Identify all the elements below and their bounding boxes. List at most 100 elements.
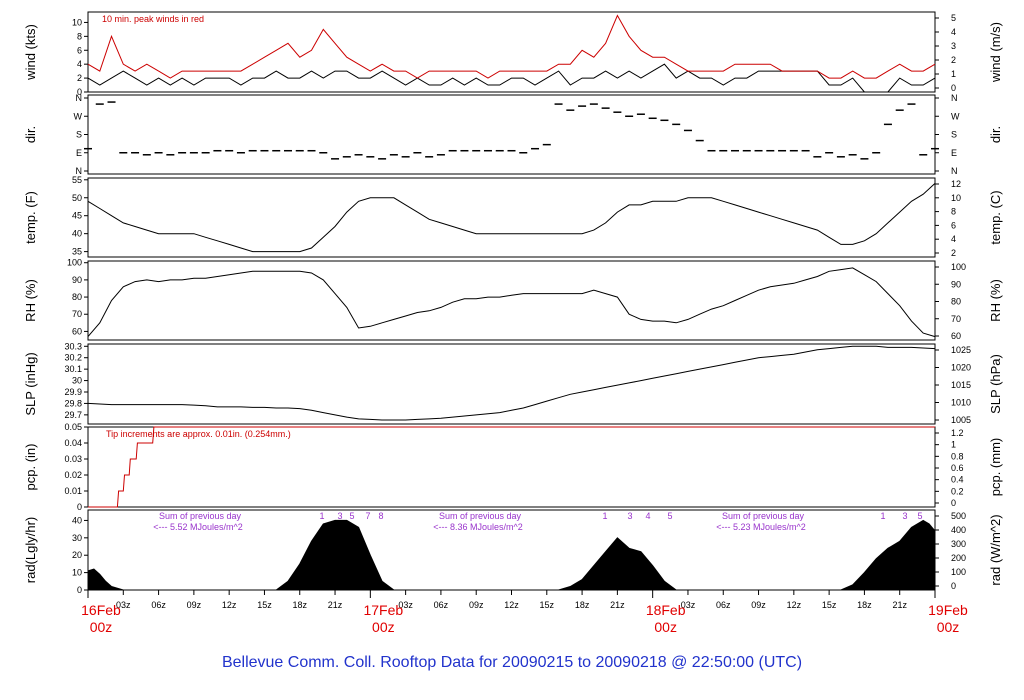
right-tick-label: 80 — [951, 297, 961, 307]
x-tick-label: 06z — [716, 600, 731, 610]
right-tick-label: 60 — [951, 331, 961, 341]
left-tick-label: 0 — [77, 87, 82, 97]
panel-slp: 29.7 29.829.930 30.130.2 30.3 1005 1010 1015 10… — [23, 341, 1003, 425]
precip-line — [88, 426, 935, 508]
panel-rh: 60 70 80 90 100 60 70 80 90 100 RH (%) RH (%) — [23, 258, 1003, 341]
right-tick-label: 12 — [951, 179, 961, 189]
left-tick-label: 29.7 — [64, 410, 82, 420]
right-tick-label: 1020 — [951, 363, 971, 373]
x-tick-label: 09z — [187, 600, 202, 610]
y-axis-label-right: RH (%) — [988, 279, 1003, 322]
panel-frame — [87, 509, 936, 591]
panel-note: Tip increments are approx. 0.01in. (0.25… — [106, 429, 291, 439]
x-tick-label: 18z — [292, 600, 307, 610]
left-tick-label: 29.8 — [64, 398, 82, 408]
series-line-temperature — [87, 183, 936, 253]
right-tick-label: 10 — [951, 193, 961, 203]
panel-frame — [87, 260, 936, 341]
right-tick-label: 1005 — [951, 415, 971, 425]
x-tick-label: 03z — [398, 600, 413, 610]
peak-mark: 1 — [319, 511, 324, 521]
right-tick-label: 2 — [951, 248, 956, 258]
y-axis-label-left: wind (kts) — [23, 24, 38, 81]
panel-wind: 0 2 4 6 8 10 0 1 2 3 4 5 wind (kts) wind (m/s) 10 min.… — [23, 11, 1003, 97]
left-tick-label: 30.3 — [64, 341, 82, 351]
x-tick-label: 03z — [681, 600, 696, 610]
left-tick-label: 40 — [72, 229, 82, 239]
right-tick-label: 1 — [951, 69, 956, 79]
right-tick-label: 1.2 — [951, 428, 964, 438]
left-tick-label: 100 — [67, 258, 82, 268]
radiation-area — [87, 519, 936, 591]
right-tick-label: 0 — [951, 581, 956, 591]
peak-mark: 5 — [667, 511, 672, 521]
peak-mark: 1 — [880, 511, 885, 521]
hour-label: 00z — [372, 619, 395, 635]
left-tick-label: 6 — [77, 45, 82, 55]
left-tick-label: 10 — [72, 568, 82, 578]
left-tick-label: 40 — [72, 515, 82, 525]
left-tick-label: 10 — [72, 17, 82, 27]
left-tick-label: E — [76, 148, 82, 158]
x-tick-label: 06z — [151, 600, 166, 610]
y-axis-label-left: RH (%) — [23, 279, 38, 322]
left-tick-label: 90 — [72, 275, 82, 285]
y-axis-label-left: rad(Lgly/hr) — [23, 517, 38, 583]
left-tick-label: 50 — [72, 193, 82, 203]
day-label: 16Feb — [81, 602, 121, 618]
left-tick-label: 0 — [77, 502, 82, 512]
y-axis-label-left: temp. (F) — [23, 191, 38, 244]
y-axis-label-right: pcp. (mm) — [988, 438, 1003, 497]
right-tick-label: 1015 — [951, 380, 971, 390]
x-tick-label: 21z — [610, 600, 625, 610]
hour-label: 00z — [90, 619, 113, 635]
right-tick-label: 1 — [951, 440, 956, 450]
x-tick-label: 03z — [116, 600, 131, 610]
radiation-sum-value: <--- 5.52 MJoules/m^2 — [153, 522, 243, 532]
peak-mark: 1 — [602, 511, 607, 521]
left-tick-label: 0.01 — [64, 486, 82, 496]
x-tick-label: 06z — [434, 600, 449, 610]
left-tick-label: 30.2 — [64, 353, 82, 363]
right-tick-label: 6 — [951, 220, 956, 230]
right-tick-label: 5 — [951, 13, 956, 23]
left-tick-label: 4 — [77, 59, 82, 69]
panel-pcp: 0 0.01 0.02 0.03 0.04 0.05 0 0.20.4 0.6 0.81 1.2 pc… — [23, 422, 1003, 512]
right-tick-label: 4 — [951, 27, 956, 37]
right-tick-label: 100 — [951, 567, 966, 577]
right-tick-label: 200 — [951, 553, 966, 563]
x-tick-label: 15z — [540, 600, 555, 610]
day-label: 17Feb — [363, 602, 403, 618]
radiation-sum-value: <--- 5.23 MJoules/m^2 — [716, 522, 806, 532]
left-tick-label: 45 — [72, 211, 82, 221]
panel-frame — [87, 426, 936, 508]
panel-temp: 35 40 45 50 55 2 4 6 8 10 12 temp. (F) temp. (C) — [23, 175, 1003, 258]
panel-note: 10 min. peak winds in red — [102, 14, 204, 24]
radiation-sum-label: Sum of previous day — [159, 511, 242, 521]
y-axis-label-left: pcp. (in) — [23, 444, 38, 491]
left-tick-label: 20 — [72, 550, 82, 560]
right-tick-label: 0 — [951, 498, 956, 508]
x-tick-label: 18z — [857, 600, 872, 610]
right-tick-label: N — [951, 93, 958, 103]
x-tick-label: 15z — [822, 600, 837, 610]
peak-mark: 7 — [365, 511, 370, 521]
chart-title: Bellevue Comm. Coll. Rooftop Data for 20… — [222, 654, 802, 671]
right-tick-label: 0.8 — [951, 451, 964, 461]
left-tick-label: 55 — [72, 175, 82, 185]
series-line-10-min-peak-winds — [87, 14, 936, 79]
day-label: 19Feb — [928, 602, 968, 618]
left-tick-label: 0.02 — [64, 470, 82, 480]
hour-label: 00z — [937, 619, 960, 635]
right-tick-label: 400 — [951, 525, 966, 535]
panel-frame — [87, 343, 936, 425]
right-tick-label: 70 — [951, 314, 961, 324]
left-tick-label: 0.04 — [64, 438, 82, 448]
y-axis-label-right: dir. — [988, 126, 1003, 143]
left-tick-label: 0.03 — [64, 454, 82, 464]
right-tick-label: 0.4 — [951, 475, 964, 485]
left-tick-label: N — [76, 93, 83, 103]
series-line-relative-humidity — [87, 267, 936, 338]
